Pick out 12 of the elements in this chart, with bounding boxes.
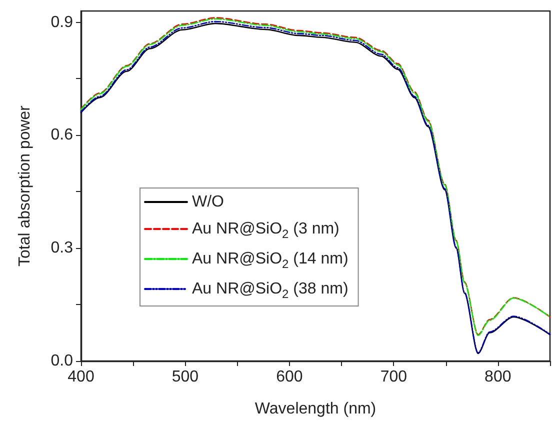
x-tick-label: 600 [276,368,303,386]
x-tick-label: 400 [68,368,94,386]
legend-label: W/O [192,194,224,210]
y-tick-label: 0.3 [50,240,74,257]
y-tick-label: 0.9 [50,14,74,31]
x-tick-label: 500 [172,368,199,386]
y-tick-label: 0.6 [50,126,74,144]
x-tick-label: 700 [380,368,408,386]
text: 0.0 [50,352,73,370]
x-axis-title: Wavelength (nm) [254,400,376,418]
y-axis-title: Total absorption power [16,104,34,266]
x-tick-label: 800 [484,368,512,386]
